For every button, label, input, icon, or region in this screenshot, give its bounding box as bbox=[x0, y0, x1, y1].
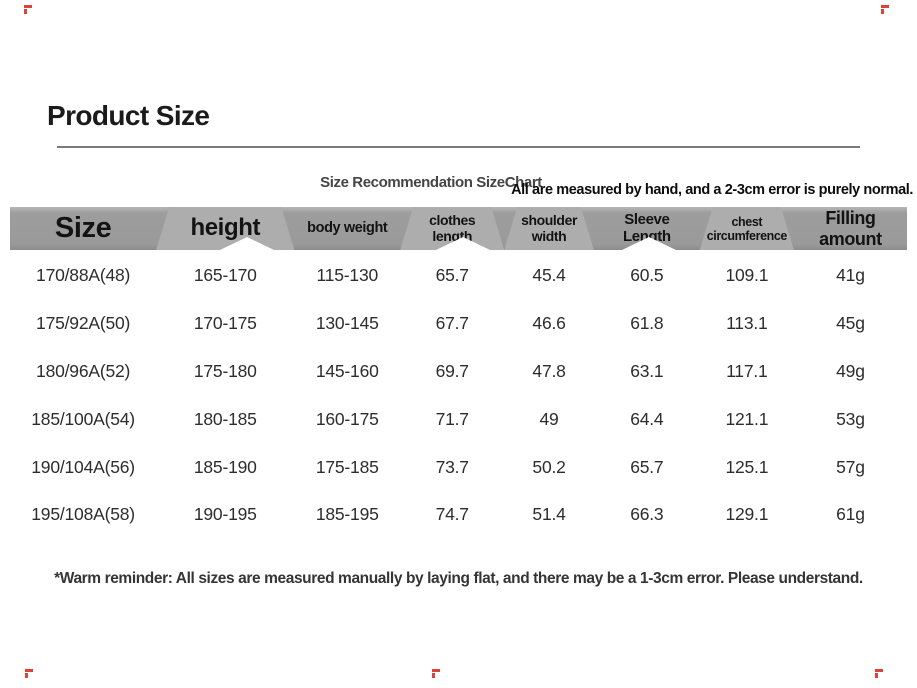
red-corner-mark bbox=[875, 669, 883, 678]
table-cell: 190/104A(56) bbox=[31, 456, 135, 477]
table-cell: 74.7 bbox=[435, 504, 469, 525]
table-cell: 51.4 bbox=[532, 504, 566, 525]
table-cell: 49g bbox=[836, 360, 865, 381]
red-corner-mark bbox=[24, 5, 32, 14]
table-cell: 175-180 bbox=[193, 360, 257, 381]
red-corner-mark bbox=[25, 669, 33, 678]
table-body: 170/88A(48) 165-170 115-130 65.7 45.4 60.5 109… bbox=[10, 252, 907, 539]
column-header-label: Filling amount bbox=[819, 208, 882, 249]
table-cell: 185-190 bbox=[193, 456, 257, 477]
table-cell: 49 bbox=[539, 408, 559, 429]
table-cell: 185/100A(54) bbox=[31, 408, 135, 429]
red-corner-mark bbox=[432, 669, 440, 678]
table-cell: 61g bbox=[836, 504, 865, 525]
table-cell: 109.1 bbox=[725, 265, 769, 286]
table-row: 195/108A(58) 190-195 185-195 74.7 51.4 66.3 12… bbox=[10, 491, 907, 539]
column-header-label: shoulder bbox=[521, 211, 578, 228]
table-cell: 73.7 bbox=[435, 456, 469, 477]
table-cell: 195/108A(58) bbox=[31, 504, 135, 525]
column-header-label: Length bbox=[623, 227, 671, 245]
column-header-label: height bbox=[190, 214, 261, 242]
table-cell: 145-160 bbox=[315, 360, 379, 381]
table-cell: 45.4 bbox=[532, 265, 566, 286]
column-header-body-weight: body weight bbox=[294, 207, 400, 250]
table-cell: 185-195 bbox=[315, 504, 379, 525]
table-row: 175/92A(50) 170-175 130-145 67.7 46.6 61.8 113… bbox=[10, 300, 907, 348]
table-row: 180/96A(52) 175-180 145-160 69.7 47.8 63.1 117… bbox=[10, 348, 907, 396]
column-header-chest-circumference: chest circumference bbox=[700, 207, 794, 250]
table-cell: 190-195 bbox=[193, 504, 257, 525]
footer-reminder: *Warm reminder: All sizes are measured m… bbox=[54, 570, 863, 587]
table-cell: 50.2 bbox=[532, 456, 566, 477]
table-cell: 61.8 bbox=[630, 313, 664, 334]
table-cell: 180/96A(52) bbox=[36, 360, 131, 381]
table-row: 185/100A(54) 180-185 160-175 71.7 49 64.4 121.… bbox=[10, 395, 907, 443]
title-underline bbox=[57, 146, 860, 148]
table-cell: 60.5 bbox=[630, 265, 664, 286]
table-cell: 65.7 bbox=[630, 456, 664, 477]
table-cell: 160-175 bbox=[315, 408, 379, 429]
table-subtitle: Size Recommendation SizeChart bbox=[320, 174, 542, 191]
table-cell: 129.1 bbox=[725, 504, 769, 525]
red-corner-mark bbox=[881, 5, 889, 14]
column-header-shoulder-width: shoulder width bbox=[504, 207, 594, 250]
column-header-label: Size bbox=[54, 212, 112, 245]
table-cell: 175/92A(50) bbox=[36, 313, 131, 334]
table-cell: 121.1 bbox=[725, 408, 769, 429]
table-cell: 113.1 bbox=[726, 313, 768, 334]
table-cell: 67.7 bbox=[435, 313, 469, 334]
table-cell: 66.3 bbox=[630, 504, 664, 525]
column-header-label: width bbox=[531, 227, 567, 244]
table-cell: 130-145 bbox=[315, 313, 379, 334]
table-cell: 165-170 bbox=[193, 265, 257, 286]
table-cell: 170-175 bbox=[193, 313, 257, 334]
table-cell: 47.8 bbox=[532, 360, 566, 381]
measurement-note: All are measured by hand, and a 2-3cm er… bbox=[511, 182, 913, 198]
column-header-clothes-length: clothes length bbox=[400, 207, 504, 250]
page-title: Product Size bbox=[47, 100, 210, 131]
column-header-height: height bbox=[156, 207, 294, 250]
table-cell: 64.4 bbox=[630, 408, 664, 429]
table-cell: 115-130 bbox=[316, 265, 379, 286]
column-header-label: clothes bbox=[429, 211, 476, 228]
table-cell: 170/88A(48) bbox=[36, 265, 131, 286]
table-cell: 117.1 bbox=[726, 360, 768, 381]
table-cell: 71.7 bbox=[435, 408, 469, 429]
column-header-label: circumference bbox=[706, 228, 787, 243]
table-row: 190/104A(56) 185-190 175-185 73.7 50.2 65.7 12… bbox=[10, 443, 907, 491]
table-cell: 65.7 bbox=[435, 265, 469, 286]
table-row: 170/88A(48) 165-170 115-130 65.7 45.4 60.5 109… bbox=[10, 252, 907, 300]
column-header-label: chest bbox=[731, 214, 763, 229]
column-header-label: Sleeve bbox=[624, 210, 670, 228]
table-cell: 63.1 bbox=[630, 360, 664, 381]
table-cell: 175-185 bbox=[315, 456, 379, 477]
column-header-sleeve-length: Sleeve Length bbox=[594, 207, 700, 250]
column-header-size: Size bbox=[10, 207, 156, 250]
table-cell: 41g bbox=[836, 265, 865, 286]
table-cell: 125.1 bbox=[725, 456, 769, 477]
table-cell: 45g bbox=[836, 313, 865, 334]
column-header-label: body weight bbox=[307, 220, 388, 237]
column-header-filling-amount: Filling amount bbox=[794, 207, 907, 250]
table-cell: 46.6 bbox=[532, 313, 566, 334]
table-header-row: Size height body weight clothes length should… bbox=[10, 207, 907, 250]
table-cell: 53g bbox=[836, 408, 865, 429]
table-cell: 57g bbox=[836, 456, 865, 477]
table-cell: 180-185 bbox=[193, 408, 257, 429]
table-cell: 69.7 bbox=[435, 360, 469, 381]
